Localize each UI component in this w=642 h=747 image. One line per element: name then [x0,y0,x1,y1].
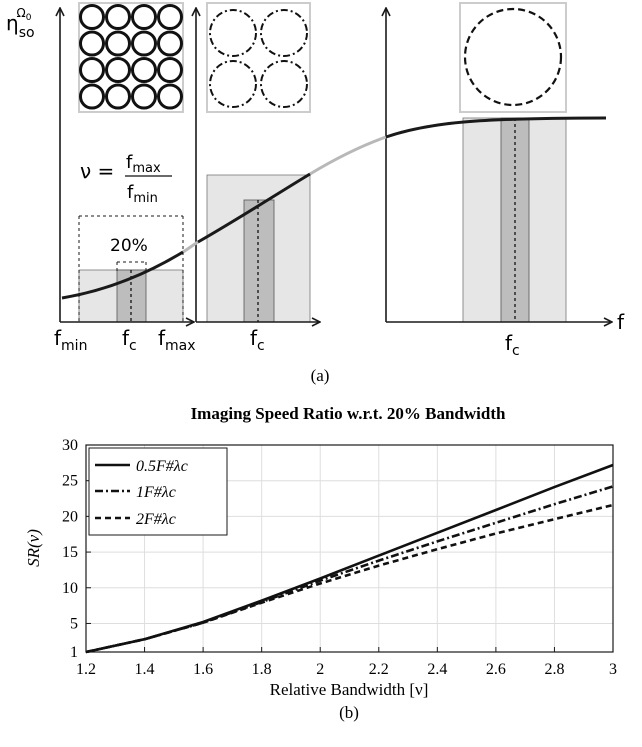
svg-text:fmax: fmax [158,326,196,354]
y-axis-label-a: ηsoΩ0 [6,6,35,41]
svg-text:fc: fc [250,326,265,354]
inset-mid-array [207,3,310,112]
y-tick-label: 15 [62,544,78,561]
x-tick-label: 2.2 [369,661,389,678]
svg-text:fmax: fmax [126,152,161,176]
x-tick-label: 2.6 [486,661,506,678]
svg-text:fmin: fmin [54,326,87,354]
x-tick-label: 3 [609,661,617,678]
y-tick-label: 10 [62,580,78,597]
y-tick-label: 20 [62,508,78,525]
x-axis-label: Relative Bandwidth [ν] [270,680,429,699]
panel-a: ηsoΩ0 ν = fmax fmin 20% fmin fc fmax fc … [6,3,625,385]
inset-single [460,3,566,112]
legend: 0.5F#λc 1F#λc 2F#λc [89,448,227,535]
svg-text:fc: fc [122,326,137,354]
legend-label-0: 0.5F#λc [136,458,188,475]
legend-label-1: 1F#λc [136,484,176,501]
band-mid [207,175,310,322]
inset-dense-array [79,3,183,112]
y-tick-label: 5 [70,615,78,632]
svg-text:ν =: ν = [80,159,114,183]
y-tick-label: 30 [62,437,78,454]
x-tick-label: 1.6 [193,661,213,678]
y-axis-label: SR(ν) [24,529,43,567]
x-tick-label: 2 [316,661,324,678]
legend-label-2: 2F#λc [136,511,176,528]
band-right [463,118,566,322]
y-tick-label: 25 [62,473,78,490]
caption-b: (b) [339,703,359,722]
x-tick-label: 1.8 [252,661,272,678]
x-tick-label: 1.4 [135,661,155,678]
pct-label: 20% [110,236,148,256]
x-tick-label: 2.8 [544,661,564,678]
x-tick-label: 2.4 [427,661,447,678]
svg-text:fc: fc [505,331,520,359]
svg-text:fmin: fmin [127,182,158,206]
panel-b: Imaging Speed Ratio w.r.t. 20% Bandwidth… [24,404,617,722]
svg-text:f: f [617,310,625,334]
y-tick-label: 1 [70,644,78,661]
x-tick-label: 1.2 [76,661,96,678]
chart-title: Imaging Speed Ratio w.r.t. 20% Bandwidth [191,404,506,423]
nu-formula: ν = fmax fmin [80,152,172,206]
caption-a: (a) [311,366,330,385]
